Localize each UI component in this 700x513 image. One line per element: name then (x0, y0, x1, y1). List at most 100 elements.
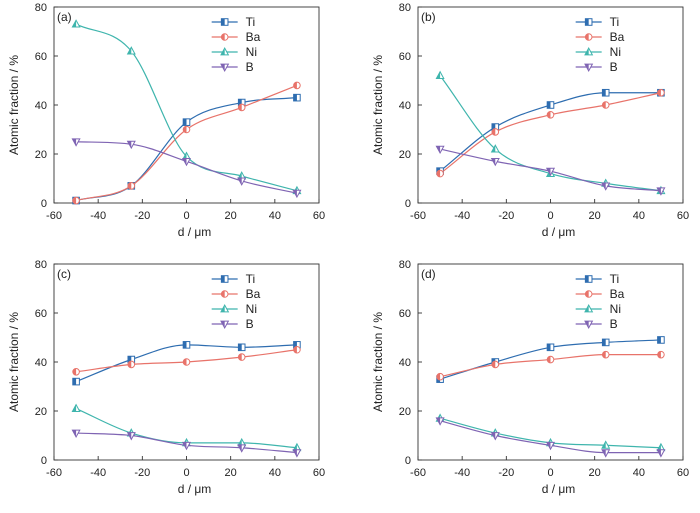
x-tick-label: 0 (547, 210, 553, 222)
legend-label-ni: Ni (610, 45, 621, 59)
x-tick-label: 0 (183, 210, 189, 222)
data-point-ti (237, 343, 246, 352)
x-tick-label: -20 (134, 210, 150, 222)
series-ti (436, 88, 665, 175)
legend-item-b: B (575, 60, 618, 74)
x-tick-label: -40 (454, 467, 470, 479)
data-point-ni (490, 144, 500, 153)
x-tick-label: -40 (90, 467, 106, 479)
x-tick-label: -60 (410, 467, 426, 479)
y-tick-label: 0 (41, 455, 47, 467)
legend-label-ni: Ni (246, 302, 257, 316)
y-axis-label: Atomic fraction / % (371, 55, 385, 155)
data-point-b (601, 182, 611, 191)
legend-label-ti: Ti (610, 272, 620, 286)
legend-marker-ni (220, 47, 230, 56)
data-point-ni (71, 403, 81, 412)
data-point-ti (546, 101, 555, 109)
y-tick-label: 80 (399, 259, 411, 271)
legend-label-ba: Ba (610, 287, 625, 301)
legend-marker-b (584, 63, 594, 72)
y-tick-label: 20 (399, 149, 411, 161)
legend-marker-ni (584, 304, 594, 313)
data-point-b (292, 189, 302, 199)
legend-item-ti: Ti (575, 15, 620, 29)
plot-frame (53, 6, 320, 204)
panel-d: -60 -40 -20 0 20 40 60 0 20 40 60 80 d / μm Atomic fr… (371, 259, 689, 496)
panel-label: (b) (421, 10, 436, 24)
series-b (71, 429, 302, 458)
data-point-ba (601, 101, 610, 109)
panel-a: -60 -40 -20 0 20 40 60 0 20 40 60 80 d / μm Atomic fr… (7, 2, 325, 239)
legend-marker-b (220, 63, 230, 72)
legend-label-ni: Ni (610, 302, 621, 316)
data-point-ba (657, 350, 665, 359)
data-point-b (126, 432, 136, 441)
data-point-ba (436, 372, 444, 381)
x-tick-label: -40 (454, 210, 470, 222)
x-tick-label: 60 (677, 210, 689, 222)
data-point-ni (71, 19, 81, 28)
data-point-ba (72, 196, 80, 205)
x-tick-label: 40 (633, 467, 645, 479)
x-axis-label: d / μm (542, 482, 576, 496)
series-ba (436, 88, 665, 178)
x-axis-label: d / μm (178, 225, 212, 239)
data-point-b (435, 417, 445, 426)
data-point-ba (237, 353, 246, 361)
legend-marker-ba (584, 33, 593, 41)
legend-item-b: B (211, 60, 254, 74)
y-axis-label: Atomic fraction / % (7, 312, 21, 412)
legend-label-ti: Ti (610, 15, 620, 29)
legend-marker-ni (584, 47, 594, 56)
x-tick-label: -60 (46, 467, 62, 479)
x-tick-label: 40 (269, 210, 281, 222)
data-point-ni (126, 46, 136, 55)
data-point-b (545, 441, 556, 451)
legend-item-ni: Ni (575, 302, 621, 316)
data-point-ba (72, 368, 80, 376)
data-point-ni (601, 440, 611, 449)
data-point-b (490, 157, 500, 167)
legend-item-ba: Ba (211, 30, 261, 44)
y-axis-label: Atomic fraction / % (7, 55, 21, 155)
legend-item-b: B (575, 317, 618, 331)
y-tick-label: 20 (399, 406, 411, 418)
series-b (435, 417, 666, 458)
series-line-b (76, 141, 298, 194)
y-tick-label: 0 (405, 455, 411, 467)
data-point-ti (293, 93, 301, 102)
data-point-ba (491, 360, 500, 369)
x-axis-label: d / μm (178, 482, 212, 496)
data-point-ba (182, 358, 191, 366)
legend-item-ni: Ni (575, 45, 621, 59)
data-point-ti (182, 118, 191, 126)
data-point-ti (72, 377, 80, 386)
y-tick-label: 0 (405, 198, 411, 210)
x-tick-label: -20 (134, 467, 150, 479)
data-point-b (181, 441, 192, 451)
legend-marker-ti (584, 275, 593, 283)
data-point-ba (127, 360, 136, 369)
x-tick-label: 60 (313, 210, 325, 222)
series-ba (72, 81, 301, 205)
legend-label-ni: Ni (246, 45, 257, 59)
y-tick-label: 80 (35, 259, 47, 271)
data-point-ba (237, 103, 246, 112)
legend-marker-ni (220, 304, 230, 313)
legend-marker-b (584, 320, 594, 329)
data-point-b (545, 167, 556, 177)
series-ti (72, 341, 301, 386)
x-tick-label: 20 (225, 210, 237, 222)
panel-label: (a) (57, 10, 72, 24)
x-axis-label: d / μm (542, 225, 576, 239)
legend-item-ti: Ti (211, 272, 255, 286)
panel-label: (c) (57, 267, 71, 281)
y-tick-label: 80 (35, 2, 47, 14)
x-tick-label: 60 (313, 467, 325, 479)
y-tick-label: 40 (35, 100, 47, 112)
data-point-ti (657, 336, 665, 344)
